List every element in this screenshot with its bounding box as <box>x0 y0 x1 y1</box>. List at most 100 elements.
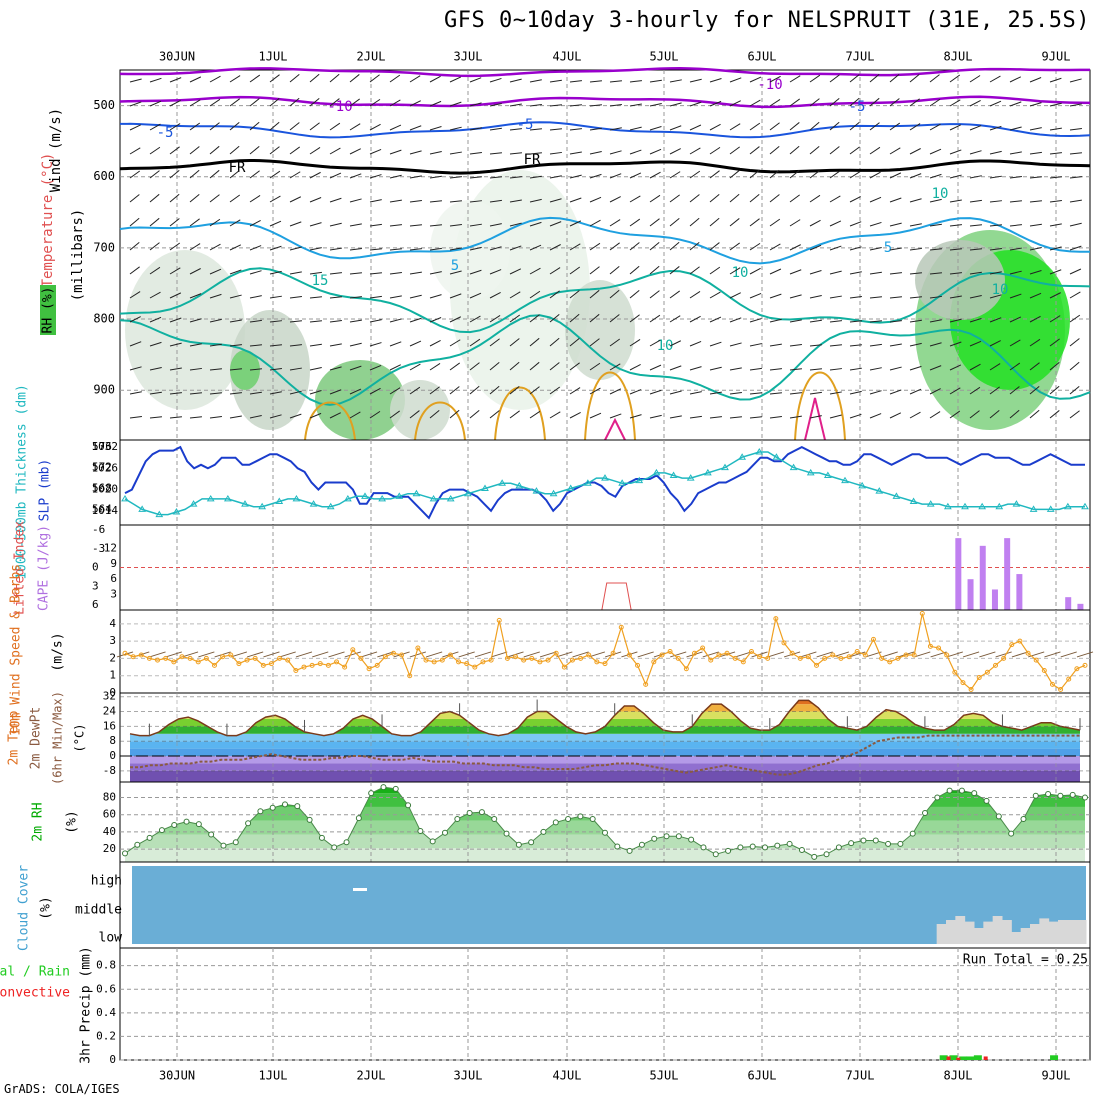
wind-barb <box>909 296 922 299</box>
wind-barb <box>669 340 682 347</box>
rh-point <box>183 818 190 825</box>
wind-speed-point <box>350 647 356 653</box>
thickness-point <box>995 502 1004 510</box>
wind-barb <box>909 73 920 83</box>
wind-barb <box>329 296 342 299</box>
wind-barb <box>989 150 1002 155</box>
rh-point <box>762 844 768 851</box>
wind-barb <box>749 218 760 227</box>
precip-total-bar <box>939 1055 948 1060</box>
thickness-point <box>292 494 301 502</box>
wind-barb <box>149 366 162 371</box>
wind-barb <box>589 242 601 251</box>
wind-barb <box>689 217 700 227</box>
wind-speed-point <box>211 662 217 668</box>
thickness-point <box>1081 502 1089 510</box>
wind-barb <box>269 74 280 83</box>
run-total-label: Run Total = 0.25 <box>963 953 1088 968</box>
wind-barb <box>329 343 342 347</box>
wind-barb <box>549 290 560 299</box>
wind-barb <box>829 391 842 395</box>
pressure-tick-label: 900 <box>93 383 115 397</box>
wind-barb <box>809 219 821 227</box>
surface-wind-barb <box>735 651 752 658</box>
wind-speed-point <box>423 657 429 663</box>
rh-tick-label: 20 <box>103 842 116 855</box>
wind-barb <box>629 149 642 155</box>
rh-point <box>429 838 436 845</box>
surface-wind-barb <box>718 651 736 658</box>
wind-barb <box>809 74 821 83</box>
wind-barb <box>1009 339 1021 347</box>
wind-barb <box>949 224 962 227</box>
wind-speed-point <box>163 655 169 661</box>
wind-barb <box>709 316 722 323</box>
wind-barb <box>769 145 780 155</box>
rh-point <box>195 821 202 828</box>
wind-barb <box>149 316 162 323</box>
rh-point <box>245 820 252 827</box>
wind-barb <box>449 409 460 419</box>
thickness-point <box>875 487 884 494</box>
wind-barb <box>1009 409 1020 419</box>
temp-contour-minus10b <box>119 95 1091 109</box>
wind-barb <box>429 363 441 371</box>
temp-tick-label: 16 <box>103 719 116 732</box>
wind-barb <box>289 146 301 155</box>
wind-barb <box>669 194 680 203</box>
thickness-point <box>738 453 747 460</box>
wind-barb <box>989 247 1002 251</box>
wind-barb <box>909 173 922 179</box>
low-cloud-bar <box>974 928 984 944</box>
wind-barb <box>469 315 481 323</box>
cape-bar <box>955 538 962 610</box>
wind-speed-point <box>854 649 860 654</box>
wind-barb <box>629 265 640 275</box>
wind-speed-point <box>578 655 584 661</box>
wind-barb <box>269 270 282 275</box>
wind-barb <box>629 363 641 371</box>
wind-barb <box>929 272 942 275</box>
wind-barb <box>709 242 720 251</box>
wind-barb <box>869 122 880 131</box>
wind-barb <box>969 175 982 179</box>
wind-barb <box>369 387 381 395</box>
contour-label: 10 <box>992 282 1009 298</box>
precip-conv-label: Convective <box>0 986 70 1001</box>
wind-barb <box>529 128 542 131</box>
wind-barb <box>449 176 462 179</box>
rh-point <box>515 841 522 848</box>
lifted-index-tick-label: 3 <box>92 579 99 592</box>
wind-barb <box>549 221 562 227</box>
wind-barb <box>789 319 802 323</box>
rh-point <box>602 829 608 836</box>
rh-point <box>318 834 325 841</box>
wind-barb <box>249 368 262 371</box>
wind-barb <box>889 412 902 419</box>
wind-barb <box>689 147 701 155</box>
precip-conv-bar <box>956 1057 961 1060</box>
wind-barb <box>1009 151 1022 155</box>
wind-barb <box>729 218 740 227</box>
wind-speed-point <box>268 661 274 667</box>
wind-barb <box>809 170 820 179</box>
wind-barb <box>809 391 822 395</box>
thickness-tick-label: 564 <box>92 502 112 515</box>
wind-barb <box>469 176 482 179</box>
wind-barb <box>469 223 482 227</box>
wind-barb <box>869 146 881 155</box>
thickness-point <box>652 468 661 476</box>
wind-barb <box>349 123 361 131</box>
wind-barb <box>469 151 482 155</box>
wind-speed-point <box>740 659 746 665</box>
thickness-tick-label: 576 <box>92 440 112 453</box>
wind-barb <box>549 411 561 419</box>
wind-barb <box>1029 315 1041 323</box>
wind-speed-point <box>553 650 559 656</box>
wind-barb <box>329 366 342 371</box>
surface-wind-barb <box>702 651 719 658</box>
wind-barb <box>409 75 421 83</box>
wind-barb <box>829 295 842 299</box>
bottom-date-label: 8JUL <box>944 1069 973 1083</box>
